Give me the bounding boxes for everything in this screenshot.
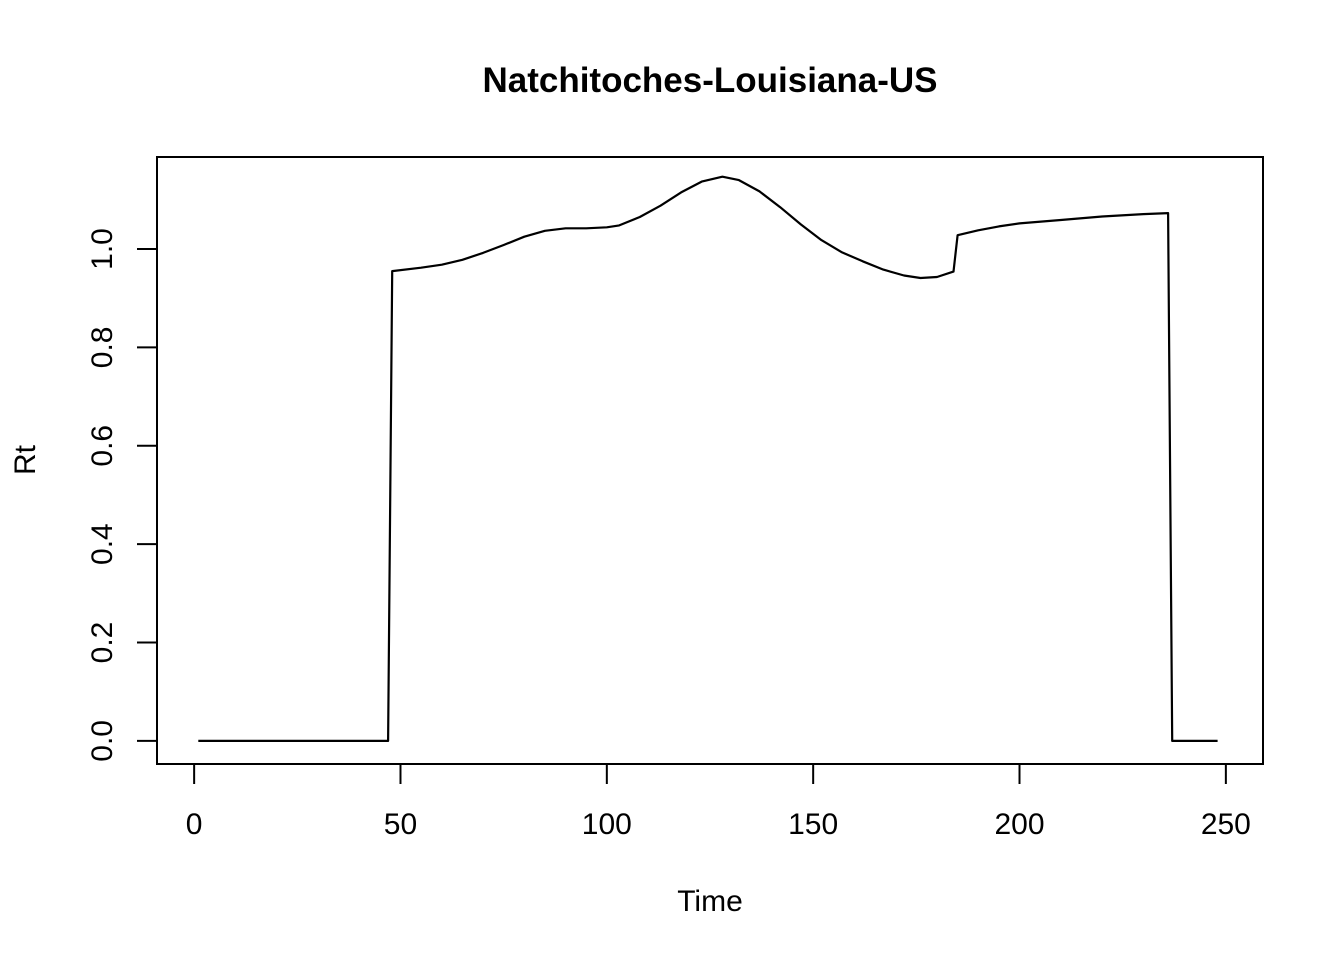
x-tick-label: 250 bbox=[1201, 808, 1251, 841]
y-tick-label: 0.4 bbox=[86, 523, 119, 565]
x-tick-label: 100 bbox=[582, 808, 632, 841]
x-axis: 0 50 100 150 200 250 bbox=[186, 763, 1251, 841]
rt-series-line bbox=[198, 175, 1218, 743]
series-layer bbox=[198, 175, 1218, 743]
y-tick-label: 0.8 bbox=[86, 327, 119, 369]
y-axis: 0.0 0.2 0.4 0.6 0.8 1.0 bbox=[86, 228, 158, 762]
plot-frame bbox=[156, 156, 1264, 765]
x-axis-label: Time bbox=[677, 885, 743, 918]
y-tick-label: 0.0 bbox=[86, 720, 119, 762]
chart-title: Natchitoches-Louisiana-US bbox=[482, 61, 937, 100]
y-tick-label: 0.6 bbox=[86, 425, 119, 467]
y-tick-label: 0.2 bbox=[86, 622, 119, 664]
y-axis-label: Rt bbox=[9, 444, 42, 475]
x-tick-label: 50 bbox=[384, 808, 417, 841]
x-tick-label: 0 bbox=[186, 808, 203, 841]
y-tick-label: 1.0 bbox=[86, 228, 119, 270]
x-tick-label: 150 bbox=[788, 808, 838, 841]
x-tick-label: 200 bbox=[994, 808, 1044, 841]
